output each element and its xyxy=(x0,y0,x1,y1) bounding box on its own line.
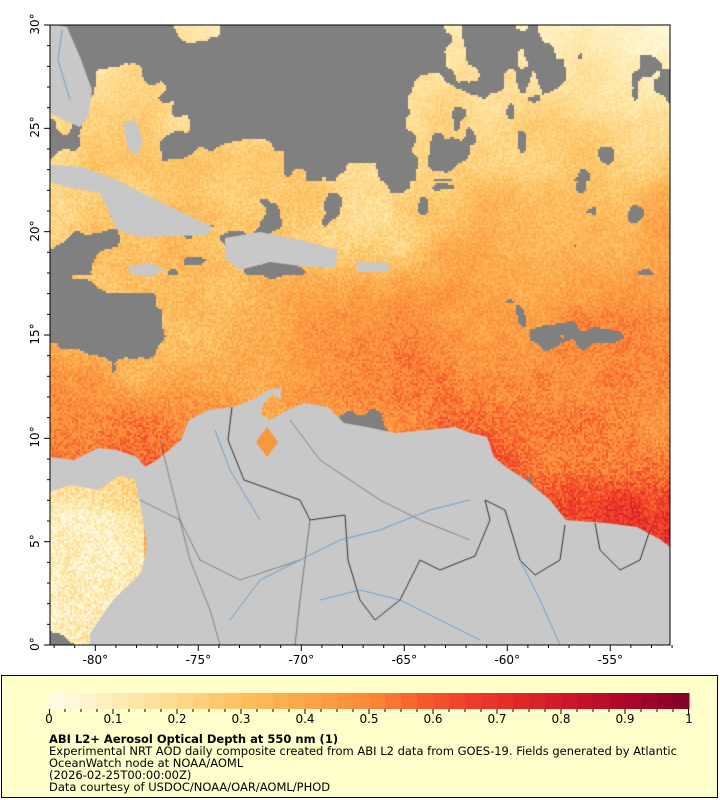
colorbar-label: 0.1 xyxy=(103,712,123,726)
colorbar-swatch xyxy=(609,693,626,709)
colorbar-swatch xyxy=(513,693,530,709)
colorbar-swatch xyxy=(561,693,578,709)
map-axes xyxy=(44,24,673,651)
x-tick-label: -70° xyxy=(288,653,315,667)
y-tick-label: 0° xyxy=(28,637,42,651)
colorbar-label: 0 xyxy=(45,712,53,726)
colorbar-swatch xyxy=(529,693,546,709)
legend-title: ABI L2+ Aerosol Optical Depth at 550 nm … xyxy=(49,732,339,746)
y-tick-label: 10° xyxy=(28,426,42,448)
x-tick-label: -75° xyxy=(185,653,212,667)
map-frame xyxy=(49,24,671,646)
legend-credit: Data courtesy of USDOC/NOAA/OAR/AOML/PHO… xyxy=(49,780,331,794)
colorbar-swatch xyxy=(497,693,514,709)
y-tick-label: 25° xyxy=(28,116,42,138)
colorbar-swatch xyxy=(177,693,194,709)
colorbar-swatch xyxy=(465,693,482,709)
colorbar-swatch xyxy=(257,693,274,709)
colorbar-swatch xyxy=(593,693,610,709)
legend-description-cont: OceanWatch node at NOAA/AOML xyxy=(49,756,244,770)
colorbar-swatch xyxy=(49,693,66,709)
colorbar-swatch xyxy=(449,693,466,709)
colorbar-swatch xyxy=(545,693,562,709)
y-tick-label: 15° xyxy=(28,323,42,345)
aod-map[interactable] xyxy=(50,25,670,645)
colorbar-swatch xyxy=(353,693,370,709)
colorbar-label: 0.6 xyxy=(423,712,443,726)
colorbar-swatch xyxy=(369,693,386,709)
colorbar-swatch xyxy=(193,693,210,709)
colorbar-swatch xyxy=(305,693,322,709)
colorbar-swatch xyxy=(145,693,162,709)
legend-description: Experimental NRT AOD daily composite cre… xyxy=(49,744,677,758)
x-tick-label: -65° xyxy=(391,653,418,667)
colorbar-swatch xyxy=(289,693,306,709)
colorbar-label: 0.4 xyxy=(295,712,315,726)
colorbar xyxy=(49,693,690,714)
y-tick-label: 20° xyxy=(28,220,42,242)
colorbar-label: 1 xyxy=(685,712,693,726)
colorbar-swatch xyxy=(97,693,114,709)
colorbar-swatch xyxy=(337,693,354,709)
colorbar-swatch xyxy=(433,693,450,709)
colorbar-label: 0.3 xyxy=(231,712,251,726)
colorbar-swatch xyxy=(673,693,690,709)
colorbar-swatch xyxy=(417,693,434,709)
colorbar-swatch xyxy=(241,693,258,709)
colorbar-swatch xyxy=(65,693,82,709)
colorbar-label: 0.2 xyxy=(167,712,187,726)
colorbar-swatch xyxy=(113,693,130,709)
colorbar-label: 0.9 xyxy=(615,712,635,726)
colorbar-swatch xyxy=(81,693,98,709)
colorbar-label: 0.7 xyxy=(487,712,507,726)
colorbar-swatch xyxy=(129,693,146,709)
colorbar-swatch xyxy=(641,693,658,709)
colorbar-swatch xyxy=(321,693,338,709)
legend-date: (2026-02-25T00:00:00Z) xyxy=(49,768,192,782)
colorbar-swatch xyxy=(657,693,674,709)
colorbar-swatch xyxy=(481,693,498,709)
colorbar-swatch xyxy=(273,693,290,709)
y-tick-label: 30° xyxy=(28,13,42,35)
colorbar-swatch xyxy=(577,693,594,709)
legend-panel: 0 0.1 0.2 0.3 0.4 0.5 0.6 0.7 0.8 0.9 1 ABI L2+ Ae… xyxy=(1,675,718,798)
colorbar-swatch xyxy=(625,693,642,709)
colorbar-swatch xyxy=(161,693,178,709)
colorbar-swatch xyxy=(209,693,226,709)
colorbar-label: 0.8 xyxy=(551,712,571,726)
colorbar-swatch xyxy=(401,693,418,709)
x-tick-label: -55° xyxy=(597,653,624,667)
colorbar-swatch xyxy=(225,693,242,709)
colorbar-swatch xyxy=(385,693,402,709)
x-tick-label: -80° xyxy=(82,653,109,667)
colorbar-label: 0.5 xyxy=(359,712,379,726)
x-tick-label: -60° xyxy=(494,653,521,667)
y-tick-label: 5° xyxy=(28,533,42,548)
